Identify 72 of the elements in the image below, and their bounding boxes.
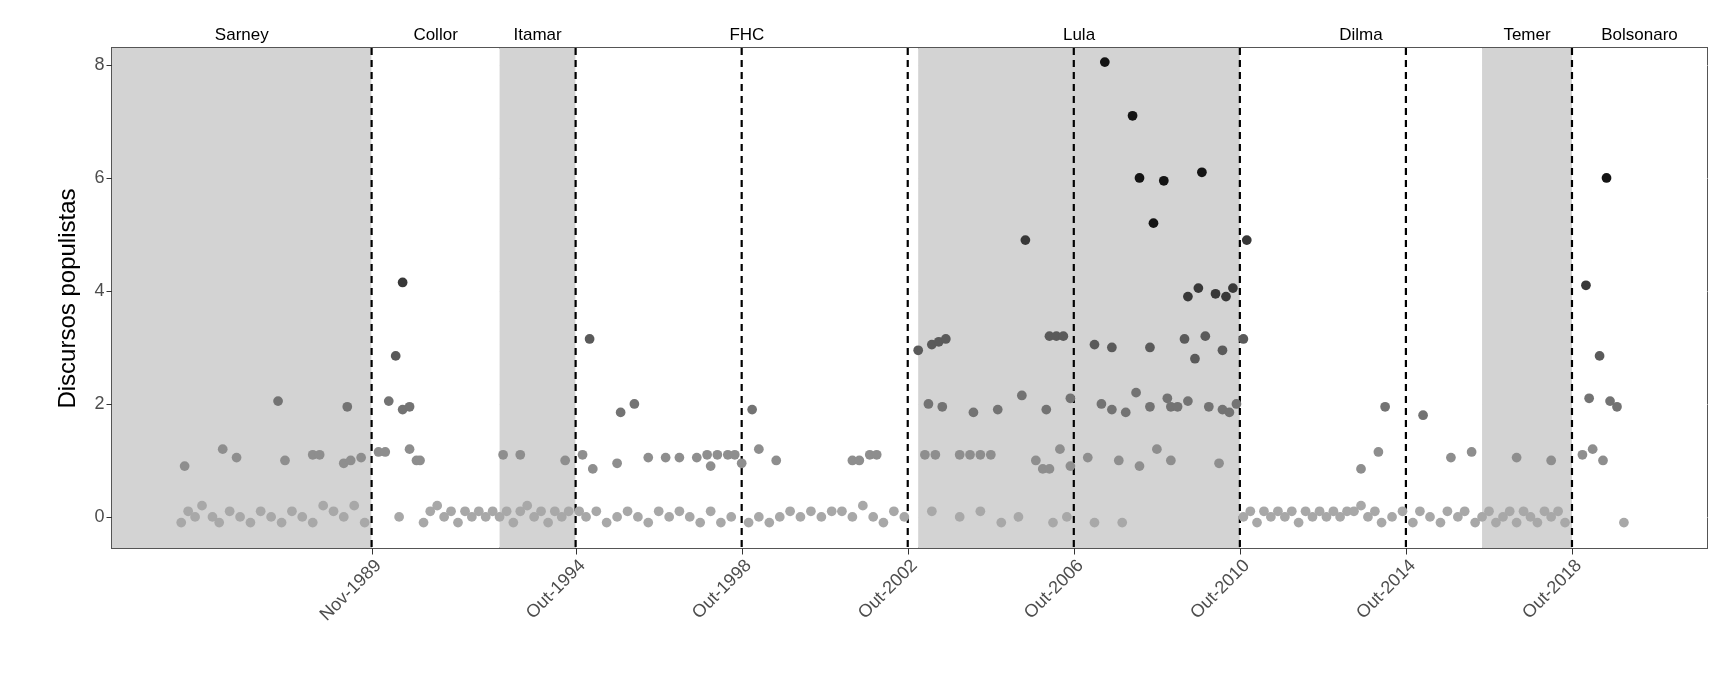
point (1190, 353, 1200, 364)
point (1193, 283, 1204, 293)
y-tick-label: 4 (94, 280, 105, 301)
point (342, 401, 353, 412)
y-tick-label: 6 (94, 167, 105, 188)
point (1099, 57, 1110, 67)
point (1380, 401, 1390, 412)
point (1612, 401, 1622, 412)
point (1210, 288, 1221, 299)
point (1584, 393, 1595, 404)
point (1179, 334, 1190, 344)
point (404, 401, 415, 412)
point (1020, 235, 1031, 245)
point (1238, 334, 1249, 344)
point (1127, 110, 1138, 121)
point (1041, 404, 1052, 415)
band-label: Sarney (214, 25, 270, 44)
y-tick-label: 0 (94, 506, 105, 527)
point (747, 404, 758, 415)
point (1107, 404, 1117, 415)
point (992, 404, 1003, 415)
point (1594, 351, 1605, 361)
point (273, 396, 283, 406)
point (1183, 396, 1193, 406)
point (1228, 283, 1238, 293)
point (913, 345, 924, 356)
point (1148, 218, 1159, 228)
point (1203, 401, 1214, 412)
point (1107, 342, 1117, 353)
point (1065, 393, 1076, 404)
point (1183, 291, 1193, 302)
point (1581, 280, 1591, 291)
point (1089, 339, 1100, 350)
point (1158, 175, 1169, 186)
band-label: FHC (729, 25, 765, 44)
point (1418, 410, 1428, 421)
point (1197, 167, 1207, 178)
point (1221, 291, 1231, 302)
y-axis-title: Discursos populistas (53, 188, 81, 409)
point (1162, 393, 1173, 404)
band-label: Lula (1062, 25, 1096, 44)
band-label: Bolsonaro (1601, 25, 1678, 44)
point (1605, 396, 1615, 406)
point (390, 351, 401, 361)
point (397, 277, 408, 288)
band-label: Dilma (1339, 25, 1384, 44)
y-tick-label: 8 (94, 54, 105, 75)
point (1145, 342, 1155, 353)
point (940, 334, 951, 344)
point (1145, 401, 1155, 412)
y-tick-label: 2 (94, 393, 105, 414)
point (1134, 173, 1145, 183)
band-label: Collor (413, 25, 459, 44)
point (968, 407, 979, 418)
point (1224, 407, 1235, 418)
point (1200, 331, 1211, 341)
band-label: Temer (1503, 25, 1551, 44)
band-label: Itamar (513, 25, 563, 44)
point (1016, 390, 1027, 401)
point (1241, 235, 1252, 245)
point (1120, 407, 1131, 418)
point (584, 334, 595, 344)
point (615, 407, 626, 418)
point (1096, 399, 1107, 409)
point (629, 399, 640, 409)
point (383, 396, 394, 406)
point (923, 399, 934, 409)
point (1217, 345, 1228, 356)
point (937, 401, 948, 412)
point (1601, 173, 1612, 183)
point (1231, 399, 1242, 409)
point (1131, 387, 1141, 398)
